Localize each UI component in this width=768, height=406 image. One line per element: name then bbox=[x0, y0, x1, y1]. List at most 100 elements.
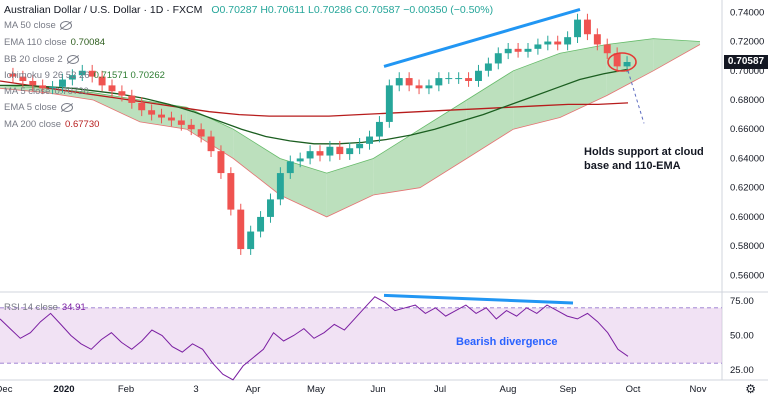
candle-body bbox=[356, 143, 364, 149]
time-tick-label: Sep bbox=[560, 384, 577, 395]
candle-body bbox=[118, 91, 126, 96]
price-tick-label: 0.72000 bbox=[730, 37, 764, 48]
candle-body bbox=[346, 148, 354, 155]
candle-body bbox=[336, 146, 344, 155]
candle-body bbox=[247, 231, 255, 250]
symbol-title[interactable]: Australian Dollar / U.S. Dollar · 1D · F… bbox=[4, 4, 203, 16]
settings-gear-icon[interactable]: ⚙ bbox=[745, 382, 756, 396]
ichimoku-cloud-segment bbox=[420, 100, 467, 188]
candle-body bbox=[39, 85, 47, 89]
candle-body bbox=[276, 173, 284, 200]
price-trendline bbox=[383, 7, 581, 68]
indicator-ichimoku[interactable]: Ichimoku 9 26 52 26 0.71571 0.70262 bbox=[4, 70, 165, 81]
candle-body bbox=[375, 121, 383, 137]
candle-body bbox=[603, 44, 611, 54]
rsi-band bbox=[0, 307, 722, 364]
rsi-tick-label: 25.00 bbox=[730, 365, 754, 376]
candle-body bbox=[385, 85, 393, 122]
ichimoku-cloud-segment bbox=[186, 107, 234, 159]
rsi-tick-label: 75.00 bbox=[730, 296, 754, 307]
price-tick-label: 0.66000 bbox=[730, 124, 764, 135]
candle-body bbox=[326, 146, 334, 156]
ichimoku-cloud-segment bbox=[0, 85, 47, 93]
indicator-ma50[interactable]: MA 50 close bbox=[4, 20, 72, 31]
candle-body bbox=[257, 216, 265, 232]
ichimoku-cloud-segment bbox=[560, 44, 607, 118]
candle-body bbox=[9, 73, 17, 77]
price-tick-label: 0.74000 bbox=[730, 7, 764, 18]
candle-body bbox=[564, 37, 572, 45]
candle-body bbox=[207, 136, 215, 152]
indicator-ema110[interactable]: EMA 110 close 0.70084 bbox=[4, 37, 106, 48]
candle-body bbox=[504, 48, 512, 54]
candle-body bbox=[227, 173, 235, 210]
hidden-eye-icon[interactable] bbox=[59, 20, 72, 30]
candle-body bbox=[484, 63, 492, 71]
candle-body bbox=[267, 199, 274, 217]
candle-body bbox=[237, 209, 245, 250]
ichimoku-cloud-segment bbox=[46, 88, 94, 100]
candle-body bbox=[395, 78, 403, 86]
support-annotation: Holds support at cloud base and 110-EMA bbox=[584, 146, 704, 172]
time-tick-label: Jul bbox=[434, 384, 446, 395]
candle-body bbox=[613, 53, 621, 67]
candle-body bbox=[19, 76, 27, 81]
candle-body bbox=[534, 44, 542, 49]
ichimoku-cloud-segment bbox=[606, 38, 654, 96]
candle-body bbox=[435, 78, 443, 86]
candle-body bbox=[98, 76, 106, 86]
price-tick-label: 0.68000 bbox=[730, 95, 764, 106]
price-tick-label: 0.70000 bbox=[730, 66, 764, 77]
ma200-line bbox=[0, 80, 629, 117]
candle-body bbox=[475, 70, 482, 81]
candle-body bbox=[593, 34, 601, 45]
candle-body bbox=[167, 117, 175, 121]
candle-body bbox=[49, 86, 57, 89]
price-tick-label: 0.64000 bbox=[730, 153, 764, 164]
candle-body bbox=[187, 124, 195, 130]
time-tick-label: Dec bbox=[0, 384, 13, 395]
candle-body bbox=[128, 95, 136, 103]
candle-body bbox=[465, 78, 473, 81]
indicator-rsi[interactable]: RSI 14 close 34.91 bbox=[4, 302, 86, 313]
price-tick-label: 0.62000 bbox=[730, 183, 764, 194]
support-circle bbox=[607, 52, 637, 72]
hidden-eye-icon[interactable] bbox=[66, 54, 79, 64]
candle-body bbox=[316, 151, 324, 156]
candle-body bbox=[68, 75, 76, 80]
time-tick-label: Nov bbox=[690, 384, 707, 395]
candle-body bbox=[554, 41, 562, 45]
candle-body bbox=[59, 79, 66, 87]
candle-body bbox=[29, 81, 37, 86]
indicator-ma200[interactable]: MA 200 close 0.67730 bbox=[4, 119, 100, 130]
candle-body bbox=[158, 114, 165, 118]
time-tick-label: May bbox=[307, 384, 325, 395]
time-tick-label: Oct bbox=[626, 384, 641, 395]
indicator-bb20[interactable]: BB 20 close 2 bbox=[4, 54, 79, 65]
ohlc-readout: O0.70287 H0.70611 L0.70286 C0.70587 −0.0… bbox=[211, 4, 494, 16]
candle-body bbox=[217, 151, 225, 174]
candle-body bbox=[366, 136, 373, 144]
candle-body bbox=[78, 70, 86, 76]
hidden-eye-icon[interactable] bbox=[60, 102, 73, 112]
ichimoku-cloud-segment bbox=[280, 158, 327, 217]
time-tick-label: Feb bbox=[118, 384, 134, 395]
divergence-annotation: Bearish divergence bbox=[456, 336, 558, 348]
indicator-ma5[interactable]: MA 5 close 0.70720 bbox=[4, 86, 89, 97]
candle-body bbox=[623, 62, 631, 67]
candle-body bbox=[425, 85, 433, 89]
candle-body bbox=[514, 48, 522, 52]
rsi-trendline bbox=[383, 293, 574, 305]
candle-body bbox=[148, 110, 156, 115]
candle-body bbox=[88, 70, 96, 77]
candle-body bbox=[138, 102, 146, 111]
last-price-label: 0.70587 bbox=[724, 55, 768, 69]
time-tick-label: 3 bbox=[193, 384, 198, 395]
candle-body bbox=[455, 78, 463, 80]
candle-body bbox=[405, 78, 413, 86]
candle-body bbox=[197, 129, 205, 137]
ichimoku-cloud-segment bbox=[373, 129, 420, 195]
indicator-ema5[interactable]: EMA 5 close bbox=[4, 102, 73, 113]
